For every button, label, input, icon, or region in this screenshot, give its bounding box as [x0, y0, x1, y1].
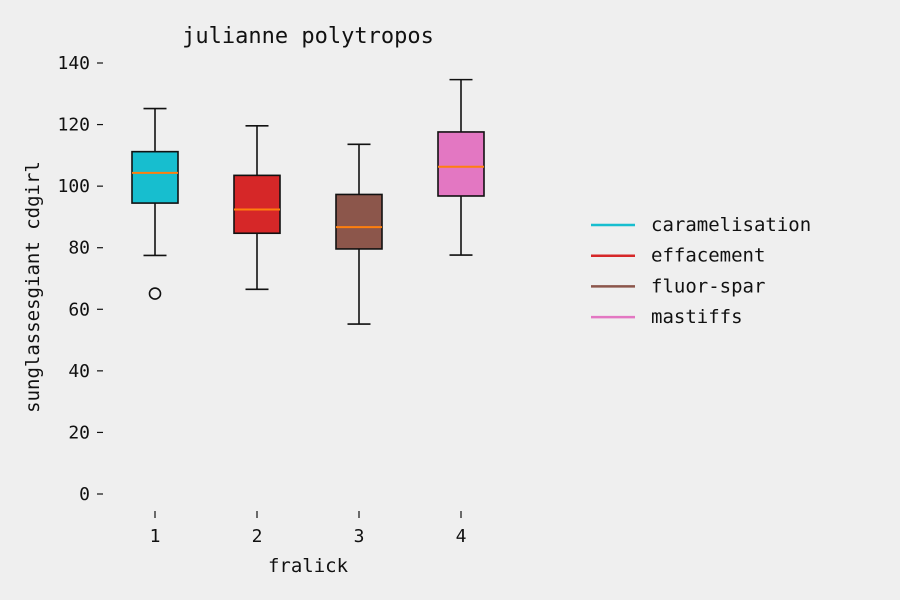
legend-item-fluor-spar: fluor-spar: [591, 275, 765, 297]
x-tick-label: 1: [150, 526, 161, 547]
y-tick-label: 80: [68, 238, 90, 259]
legend: caramelisation effacement fluor-spar mastif…: [591, 214, 811, 328]
legend-label: mastiffs: [651, 306, 743, 328]
y-axis-label: sunglassesgiant cdgirl: [22, 161, 44, 413]
y-tick-label: 0: [79, 484, 90, 505]
box-effacement: [233, 125, 281, 291]
box-caramelisation: [131, 107, 179, 300]
y-tick-label: 100: [57, 176, 90, 197]
box-fluor-spar: [335, 143, 383, 325]
box-iqr: [335, 193, 383, 250]
box-mastiffs: [437, 78, 485, 256]
chart-title: julianne polytropos: [182, 24, 434, 49]
legend-item-effacement: effacement: [591, 245, 765, 267]
outlier-point: [148, 287, 162, 300]
x-axis: 1 2 3 4: [150, 511, 467, 547]
box-series-group: [131, 78, 485, 325]
y-tick-label: 40: [68, 361, 90, 382]
legend-item-caramelisation: caramelisation: [591, 214, 811, 236]
legend-label: caramelisation: [651, 214, 811, 236]
y-tick-label: 140: [57, 53, 90, 74]
box-iqr: [437, 131, 485, 197]
box-iqr: [233, 174, 281, 235]
y-axis: 0 20 40 60 80 100 120 140: [57, 53, 103, 505]
x-axis-label: fralick: [268, 555, 349, 577]
y-tick-label: 60: [68, 299, 90, 320]
y-tick-label: 120: [57, 115, 90, 136]
legend-label: fluor-spar: [651, 275, 765, 297]
legend-item-mastiffs: mastiffs: [591, 306, 743, 328]
y-tick-label: 20: [68, 422, 90, 443]
legend-label: effacement: [651, 245, 765, 267]
box-iqr: [131, 150, 179, 204]
x-tick-label: 2: [252, 526, 263, 547]
x-tick-label: 3: [354, 526, 365, 547]
x-tick-label: 4: [456, 526, 467, 547]
